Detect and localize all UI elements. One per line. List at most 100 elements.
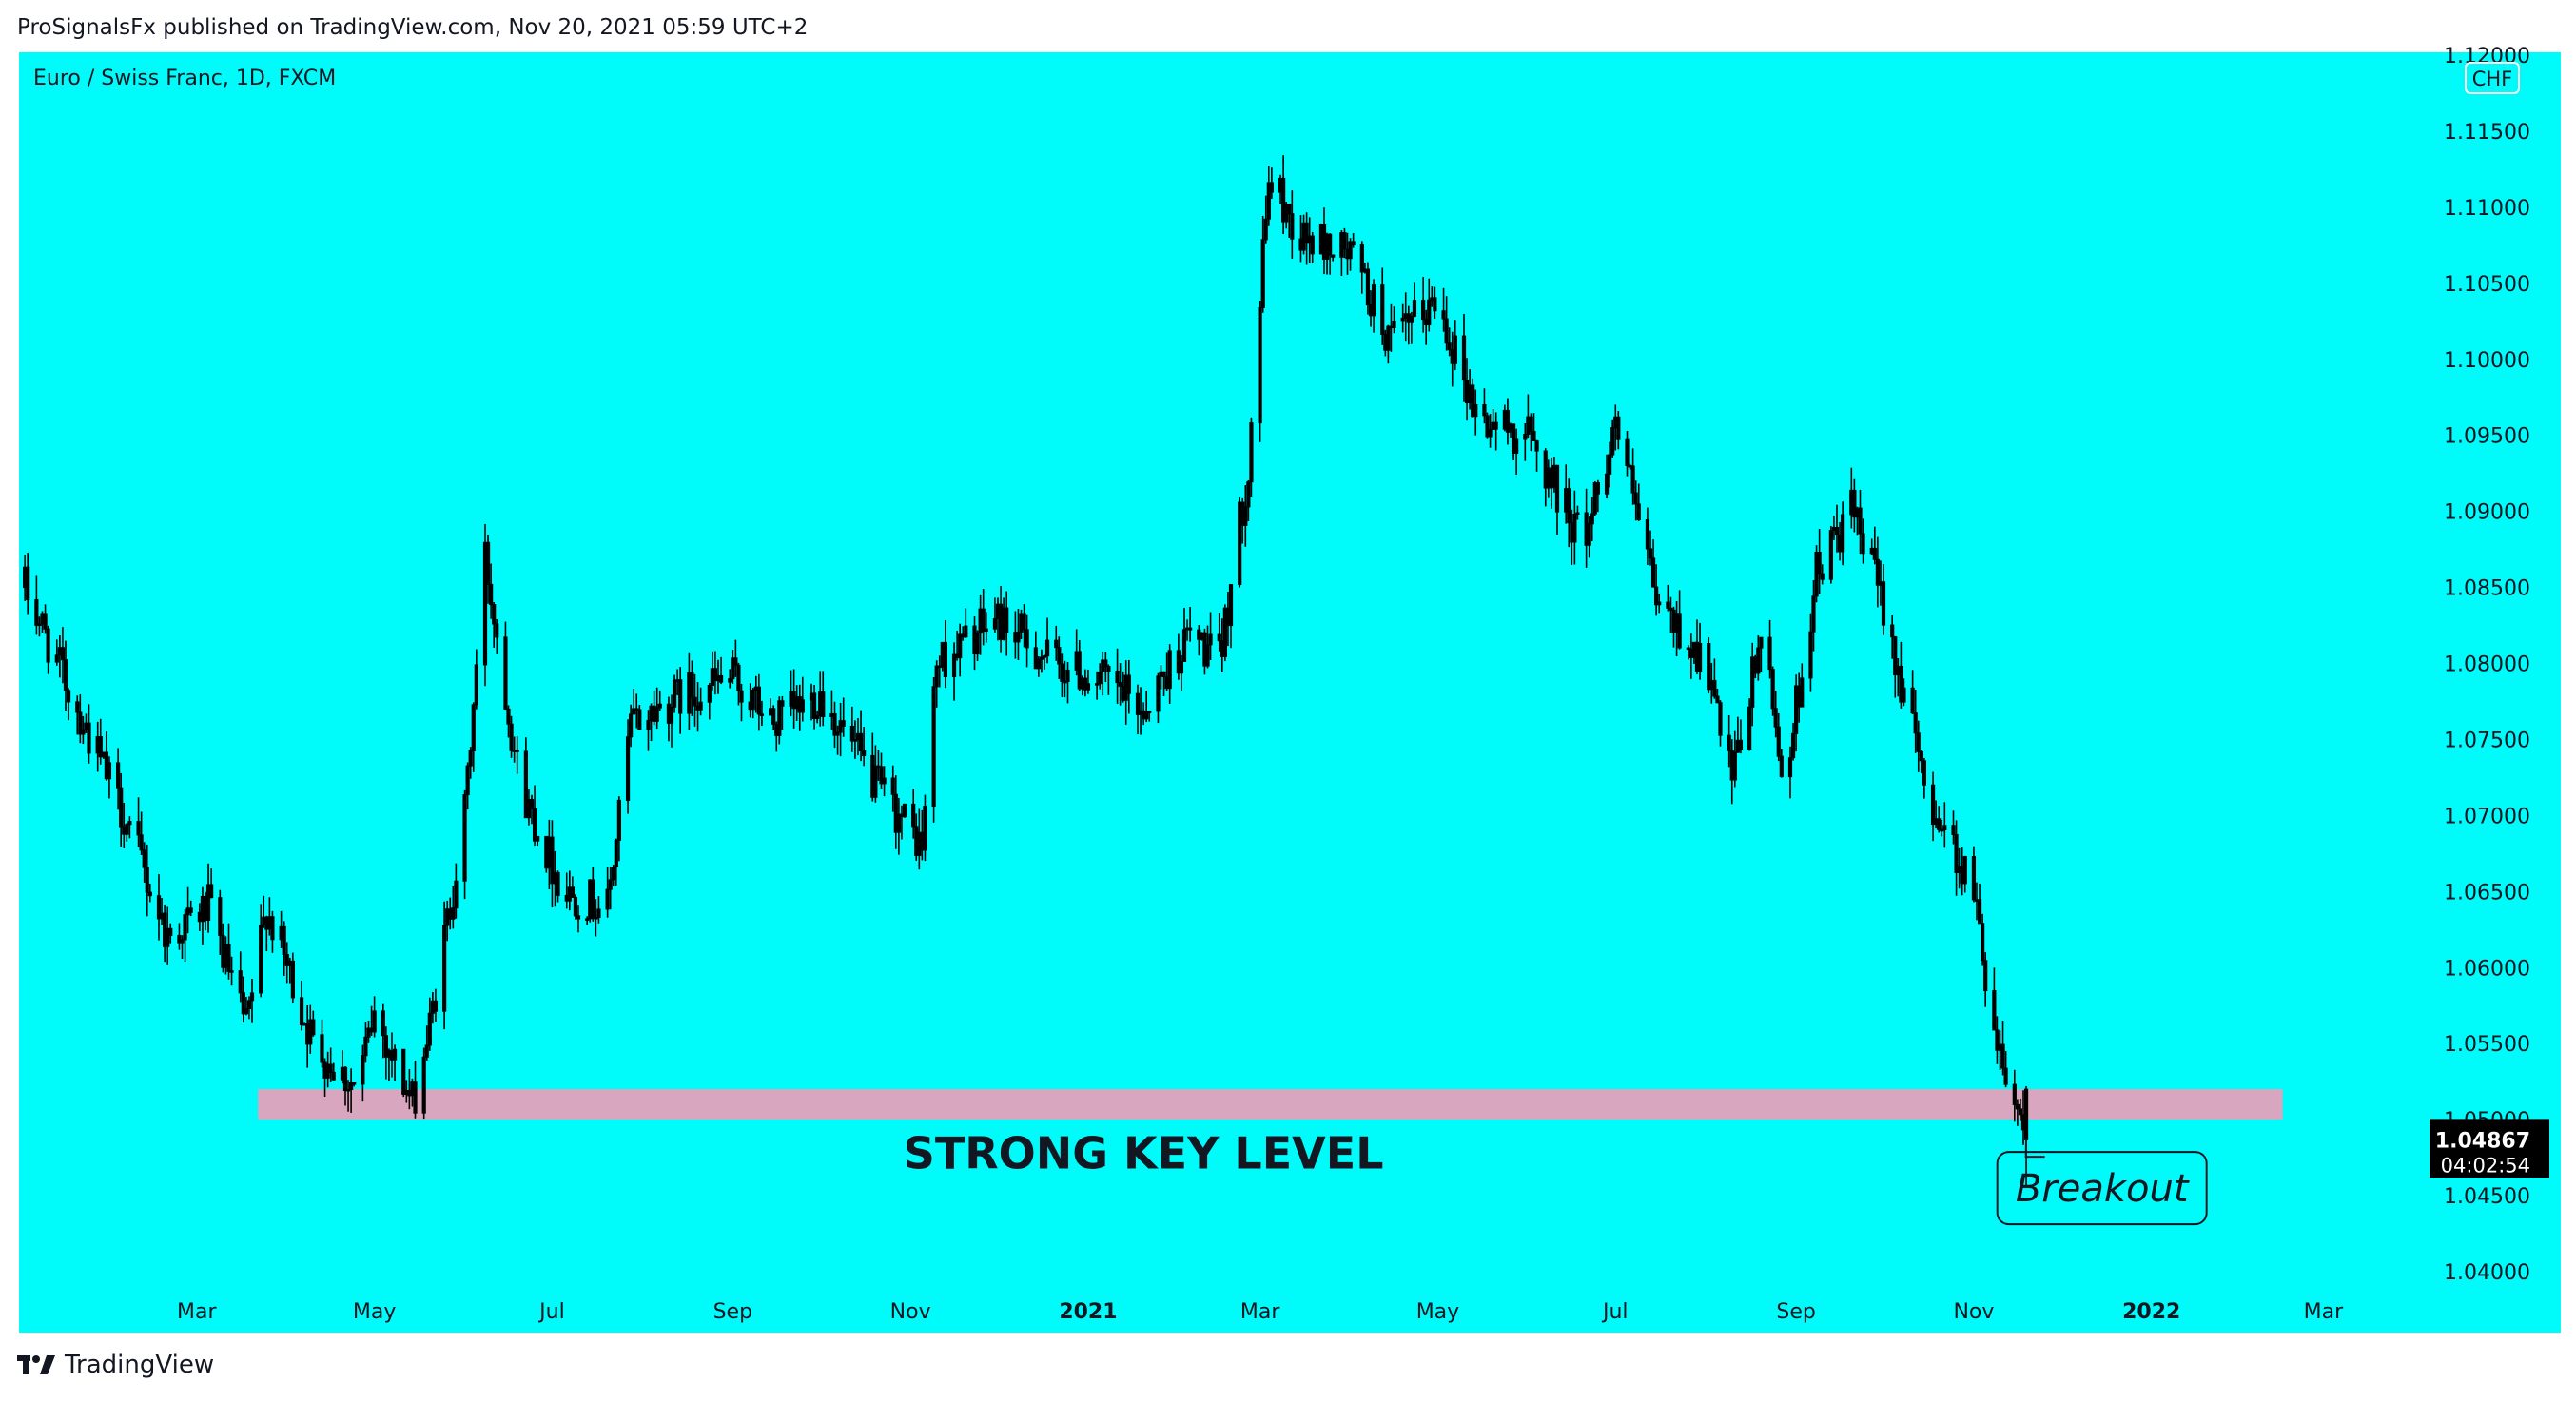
- candle[interactable]: [1995, 1029, 2000, 1051]
- candle[interactable]: [1630, 465, 1635, 494]
- candle[interactable]: [1971, 856, 1977, 901]
- candle[interactable]: [1106, 666, 1111, 672]
- candle[interactable]: [392, 1048, 398, 1061]
- candle[interactable]: [1922, 760, 1926, 786]
- candle[interactable]: [759, 713, 765, 716]
- candle[interactable]: [992, 618, 998, 630]
- candle[interactable]: [1228, 584, 1234, 627]
- candle[interactable]: [474, 664, 478, 706]
- candle[interactable]: [1421, 300, 1426, 321]
- candle[interactable]: [576, 915, 581, 920]
- candle[interactable]: [1727, 734, 1731, 751]
- candle[interactable]: [718, 674, 724, 683]
- candle[interactable]: [1808, 631, 1813, 679]
- candle[interactable]: [26, 566, 30, 601]
- candle[interactable]: [1342, 232, 1347, 250]
- candle[interactable]: [43, 613, 48, 630]
- candle[interactable]: [1992, 990, 1997, 1031]
- candle[interactable]: [902, 803, 907, 818]
- candle[interactable]: [1161, 671, 1166, 678]
- candle[interactable]: [116, 762, 121, 789]
- candle[interactable]: [873, 765, 878, 798]
- candle[interactable]: [205, 884, 211, 921]
- candle[interactable]: [1732, 751, 1737, 781]
- candle[interactable]: [244, 1007, 248, 1015]
- candle[interactable]: [1005, 607, 1009, 633]
- candle[interactable]: [678, 679, 683, 714]
- candle[interactable]: [1348, 241, 1353, 260]
- candle[interactable]: [1625, 438, 1630, 466]
- candle[interactable]: [1392, 321, 1396, 328]
- candle[interactable]: [63, 659, 68, 691]
- candle[interactable]: [1054, 639, 1059, 649]
- candle[interactable]: [1767, 636, 1772, 671]
- candle[interactable]: [1592, 482, 1597, 515]
- candle[interactable]: [1485, 415, 1490, 438]
- candle[interactable]: [54, 654, 59, 663]
- candle[interactable]: [331, 1071, 336, 1081]
- candle[interactable]: [136, 821, 141, 836]
- candle[interactable]: [1554, 464, 1560, 513]
- candle[interactable]: [591, 879, 595, 920]
- candle[interactable]: [2003, 1067, 2008, 1085]
- candle[interactable]: [46, 628, 50, 663]
- candle[interactable]: [731, 657, 735, 680]
- candle[interactable]: [1258, 306, 1262, 424]
- candle[interactable]: [177, 934, 182, 944]
- candle[interactable]: [1636, 503, 1641, 521]
- candle[interactable]: [1144, 711, 1149, 720]
- candle[interactable]: [451, 907, 456, 920]
- candle[interactable]: [509, 723, 514, 751]
- candle[interactable]: [1380, 284, 1385, 335]
- candle[interactable]: [1482, 403, 1487, 417]
- candle[interactable]: [1747, 706, 1752, 750]
- candle[interactable]: [1648, 548, 1653, 559]
- candle[interactable]: [320, 1034, 324, 1063]
- candle[interactable]: [629, 713, 634, 738]
- candle[interactable]: [771, 708, 776, 725]
- candle[interactable]: [1590, 513, 1594, 525]
- candle[interactable]: [241, 992, 245, 1015]
- candle[interactable]: [139, 834, 144, 851]
- candle[interactable]: [1712, 679, 1717, 697]
- candle[interactable]: [125, 824, 129, 835]
- candle[interactable]: [1217, 633, 1221, 642]
- candle[interactable]: [442, 925, 447, 1012]
- candle[interactable]: [896, 813, 901, 833]
- candle[interactable]: [1179, 660, 1184, 674]
- candle[interactable]: [523, 750, 528, 819]
- candle[interactable]: [698, 701, 703, 711]
- candle[interactable]: [1016, 631, 1021, 643]
- candle[interactable]: [465, 765, 470, 796]
- candle[interactable]: [2018, 1108, 2023, 1116]
- candle[interactable]: [1616, 416, 1621, 440]
- candle[interactable]: [427, 1012, 432, 1046]
- candle[interactable]: [1604, 473, 1610, 495]
- candle[interactable]: [1523, 433, 1528, 440]
- candle[interactable]: [1610, 427, 1615, 456]
- candle[interactable]: [1608, 454, 1612, 475]
- candle[interactable]: [1488, 428, 1493, 438]
- candle[interactable]: [147, 891, 152, 897]
- candle[interactable]: [311, 1019, 316, 1036]
- candle[interactable]: [1756, 647, 1761, 674]
- candle[interactable]: [1773, 708, 1778, 728]
- candle[interactable]: [1919, 750, 1923, 762]
- candle[interactable]: [1310, 235, 1315, 255]
- candle[interactable]: [1147, 711, 1152, 713]
- candle[interactable]: [570, 886, 575, 898]
- candle[interactable]: [611, 867, 615, 881]
- last-price-label[interactable]: [2430, 1119, 2549, 1178]
- candle[interactable]: [739, 690, 744, 703]
- candle[interactable]: [1893, 636, 1898, 676]
- candle[interactable]: [1852, 489, 1857, 518]
- candle[interactable]: [1365, 268, 1371, 306]
- candle[interactable]: [815, 714, 820, 719]
- candle[interactable]: [1103, 659, 1108, 668]
- candle[interactable]: [1328, 233, 1333, 256]
- candle[interactable]: [489, 583, 494, 606]
- candle[interactable]: [1290, 213, 1295, 240]
- candle[interactable]: [596, 908, 601, 918]
- candle[interactable]: [821, 691, 826, 718]
- candle[interactable]: [646, 720, 651, 730]
